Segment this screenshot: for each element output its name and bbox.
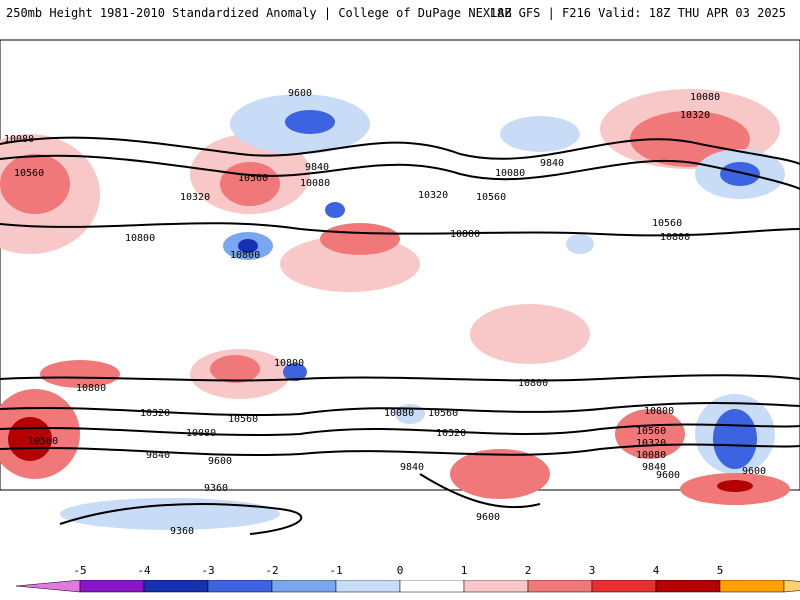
colorbar-segment <box>719 580 785 593</box>
height-contours <box>0 136 800 535</box>
contour-label: 10320 <box>140 408 170 419</box>
contour-label: 10800 <box>644 406 674 417</box>
contour-label: 10800 <box>450 229 480 240</box>
colorbar-tick: -4 <box>137 564 151 577</box>
contour-label: 10320 <box>418 190 448 201</box>
colorbar-segment <box>143 580 209 593</box>
colorbar-tick: -1 <box>329 564 343 577</box>
contour-label: 10560 <box>14 168 44 179</box>
colorbar-svg <box>15 580 800 593</box>
colorbar-tick: -3 <box>201 564 215 577</box>
contour-label: 10560 <box>428 408 458 419</box>
contour-label: 9600 <box>656 470 680 481</box>
contour-label: 10320 <box>636 438 666 449</box>
anomaly-shading <box>0 89 790 530</box>
model-run-info: 18Z GFS | F216 Valid: 18Z THU APR 03 202… <box>489 6 786 20</box>
contour-label: 10080 <box>690 92 720 103</box>
colorbar-segments <box>15 580 800 593</box>
contour-label: 10560 <box>476 192 506 203</box>
contour-label: 10560 <box>652 218 682 229</box>
colorbar-segment <box>335 580 401 593</box>
colorbar-segment <box>271 580 337 593</box>
colorbar-tick: 1 <box>460 564 468 577</box>
contour-label: 10800 <box>125 233 155 244</box>
contour-label: 10800 <box>660 232 690 243</box>
colorbar-segment <box>399 580 465 593</box>
contour-label: 9600 <box>288 88 312 99</box>
contour-label: 10800 <box>274 358 304 369</box>
contour-label: 9600 <box>208 456 232 467</box>
colorbar-segment <box>463 580 529 593</box>
colorbar-segment <box>527 580 593 593</box>
map-header: 250mb Height 1981-2010 Standardized Anom… <box>0 0 800 34</box>
colorbar-tick: 0 <box>396 564 404 577</box>
colorbar-segment <box>591 580 657 593</box>
colorbar-tick: -2 <box>265 564 279 577</box>
contour-label: 10080 <box>495 168 525 179</box>
contour-label: 10080 <box>384 408 414 419</box>
colorbar-segment <box>79 580 145 593</box>
contour-label: 9360 <box>204 483 228 494</box>
contour-label: 10800 <box>230 250 260 261</box>
colorbar-segment <box>15 580 81 593</box>
anomaly-map: 9600 10080 10560 9840 10080 10320 10800 … <box>0 34 800 554</box>
contour-label: 9840 <box>400 462 424 473</box>
contour-label: 10080 <box>300 178 330 189</box>
contour-label: 10560 <box>28 436 58 447</box>
contour-label: 10800 <box>76 383 106 394</box>
map-svg: 9600 10080 10560 9840 10080 10320 10800 … <box>0 39 800 537</box>
colorbar-tick: 2 <box>524 564 532 577</box>
contour-label: 10560 <box>238 173 268 184</box>
colorbar-tick: -5 <box>73 564 87 577</box>
contour-label: 10320 <box>436 428 466 439</box>
contour-label: 9840 <box>305 162 329 173</box>
colorbar-tick: 4 <box>652 564 660 577</box>
contour-label: 10320 <box>680 110 710 121</box>
map-title: 250mb Height 1981-2010 Standardized Anom… <box>6 6 512 20</box>
contour-label: 10800 <box>518 378 548 389</box>
contour-label: 9840 <box>642 462 666 473</box>
contour-label: 9360 <box>170 526 194 537</box>
colorbar-segment <box>655 580 721 593</box>
contour-label: 10080 <box>186 428 216 439</box>
contour-label: 9840 <box>540 158 564 169</box>
contour-label: 9600 <box>742 466 766 477</box>
colorbar-tick: 3 <box>588 564 596 577</box>
contour-label: 10080 <box>4 134 34 145</box>
colorbar-segment <box>207 580 273 593</box>
contour-label: 10080 <box>636 450 666 461</box>
anomaly-colorbar: -5 -4 -3 -2 -1 0 1 2 3 4 5 <box>0 560 800 600</box>
contour-labels: 9600 10080 10560 9840 10080 10320 10800 … <box>4 88 766 537</box>
contour-label: 10320 <box>180 192 210 203</box>
colorbar-segment <box>783 580 800 593</box>
contour-label: 10560 <box>636 426 666 437</box>
contour-label: 9600 <box>476 512 500 523</box>
contour-label: 10560 <box>228 414 258 425</box>
contour-label: 9840 <box>146 450 170 461</box>
colorbar-tick: 5 <box>716 564 724 577</box>
